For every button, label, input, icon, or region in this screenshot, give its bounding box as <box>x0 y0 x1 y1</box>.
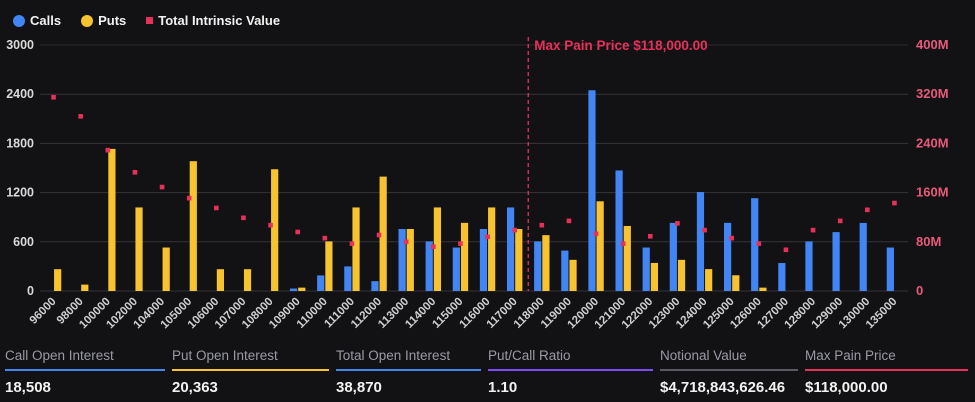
svg-text:320M: 320M <box>916 86 949 101</box>
svg-text:1800: 1800 <box>6 136 34 150</box>
svg-text:96000: 96000 <box>28 296 59 327</box>
svg-text:80M: 80M <box>916 234 941 249</box>
svg-text:240M: 240M <box>916 135 949 150</box>
svg-text:160M: 160M <box>916 185 949 200</box>
svg-text:0: 0 <box>27 284 34 298</box>
svg-text:2400: 2400 <box>6 87 34 101</box>
svg-text:0: 0 <box>916 283 923 298</box>
svg-text:400M: 400M <box>916 37 949 52</box>
svg-text:600: 600 <box>13 235 34 249</box>
svg-text:3000: 3000 <box>6 38 34 52</box>
svg-text:1200: 1200 <box>6 186 34 200</box>
svg-text:Max Pain Price $118,000.00: Max Pain Price $118,000.00 <box>534 38 707 53</box>
